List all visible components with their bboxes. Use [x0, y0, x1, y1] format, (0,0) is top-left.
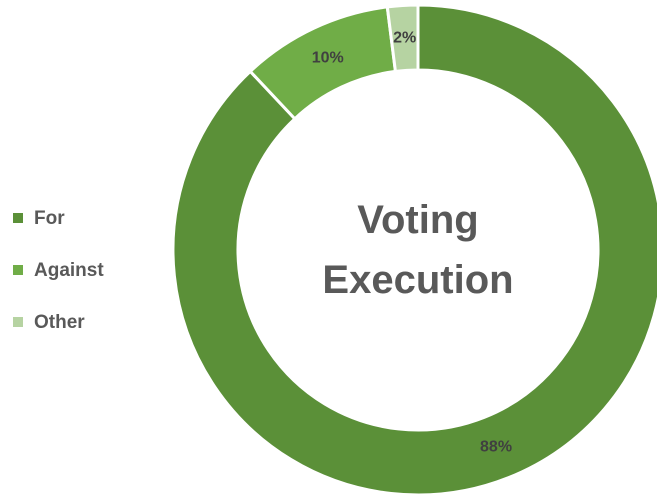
chart-title: Voting Execution — [322, 198, 514, 302]
donut-slice — [385, 3, 420, 74]
legend-swatch — [13, 213, 23, 223]
data-label: 88% — [480, 438, 512, 455]
legend-label: Other — [34, 312, 85, 333]
data-label: 10% — [312, 49, 344, 66]
data-label: 2% — [393, 30, 416, 47]
legend-label: For — [34, 208, 65, 229]
legend-label: Against — [34, 260, 104, 281]
donut-slice — [171, 3, 657, 495]
legend-swatch — [13, 265, 23, 275]
legend-swatch — [13, 317, 23, 327]
